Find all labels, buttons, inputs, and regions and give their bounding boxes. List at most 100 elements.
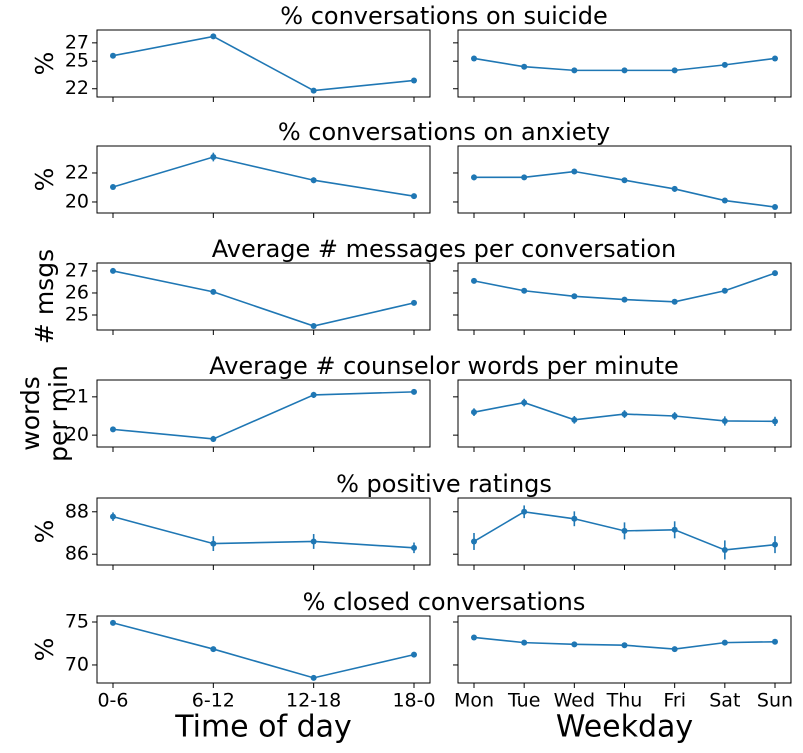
- plot-frame: [96, 379, 431, 448]
- data-point: [721, 546, 728, 553]
- y-tick-label: 22: [65, 161, 89, 183]
- data-point: [721, 197, 728, 204]
- data-point: [521, 287, 528, 294]
- data-point: [621, 67, 628, 74]
- data-point: [571, 515, 578, 522]
- y-tick-label: 26: [65, 281, 89, 303]
- data-point: [310, 391, 317, 398]
- y-axis-label: %: [30, 168, 59, 192]
- data-point: [310, 538, 317, 545]
- data-line: [112, 515, 415, 549]
- y-axis-label: %: [30, 638, 59, 662]
- data-point: [721, 287, 728, 294]
- data-point: [772, 204, 778, 211]
- x-axis-label: Time of day: [174, 710, 352, 745]
- plot-frame: [457, 262, 792, 331]
- y-axis-label: %: [30, 52, 59, 76]
- data-point: [411, 544, 417, 551]
- x-tick-label: 12-18: [286, 690, 341, 712]
- data-point: [571, 293, 578, 300]
- x-tick-label: Wed: [554, 690, 595, 712]
- panel-title: % closed conversations: [303, 588, 586, 616]
- plot-frame: [457, 615, 792, 684]
- data-point: [471, 409, 477, 416]
- data-point: [621, 411, 628, 418]
- data-point: [571, 67, 578, 74]
- x-tick-label: 18-0: [392, 690, 435, 712]
- y-tick-label: 86: [65, 543, 89, 565]
- data-point: [210, 288, 217, 295]
- data-point: [671, 412, 678, 419]
- y-tick-label: 20: [65, 424, 89, 446]
- y-tick-label: 27: [65, 31, 89, 53]
- data-point: [110, 426, 116, 433]
- plot-frame: [96, 497, 431, 566]
- data-point: [772, 55, 778, 62]
- plot-frame: [96, 145, 431, 214]
- data-point: [571, 416, 578, 423]
- data-point: [671, 526, 678, 533]
- y-tick-label: 27: [65, 259, 89, 281]
- data-point: [721, 61, 728, 68]
- y-tick-label: 20: [65, 190, 89, 212]
- data-line: [112, 156, 415, 197]
- data-point: [671, 185, 678, 192]
- data-point: [621, 527, 628, 534]
- data-point: [411, 77, 417, 84]
- data-line: [112, 270, 415, 327]
- plot-frame: [96, 262, 431, 331]
- y-axis-label: words: [16, 376, 45, 450]
- data-point: [310, 177, 317, 184]
- data-point: [471, 538, 477, 545]
- y-tick-label: 22: [65, 77, 89, 99]
- data-point: [621, 642, 628, 649]
- data-point: [471, 55, 477, 62]
- x-axis-label: Weekday: [556, 710, 693, 745]
- x-tick-label: Sat: [709, 690, 740, 712]
- x-tick-label: 6-12: [192, 690, 235, 712]
- data-point: [772, 638, 778, 645]
- data-line: [112, 35, 415, 92]
- x-tick-label: 0-6: [97, 690, 128, 712]
- panel-title: % conversations on anxiety: [278, 118, 610, 146]
- y-tick-label: 25: [65, 304, 89, 326]
- data-point: [210, 33, 217, 40]
- data-point: [521, 399, 528, 406]
- data-point: [721, 417, 728, 424]
- y-axis-label: %: [30, 520, 59, 544]
- panel-title: % conversations on suicide: [280, 2, 607, 30]
- data-point: [210, 154, 217, 161]
- y-tick-label: 21: [65, 385, 89, 407]
- data-point: [110, 619, 116, 626]
- data-point: [110, 52, 116, 59]
- data-line: [474, 170, 776, 208]
- y-tick-label: 75: [65, 611, 89, 633]
- plot-frame: [96, 29, 431, 98]
- data-point: [310, 674, 317, 681]
- panel-title: Average # counselor words per minute: [209, 352, 679, 380]
- data-point: [671, 67, 678, 74]
- data-point: [772, 541, 778, 548]
- plot-frame: [96, 615, 431, 684]
- data-point: [521, 174, 528, 181]
- data-point: [571, 168, 578, 175]
- data-point: [411, 388, 417, 395]
- data-point: [110, 513, 116, 520]
- data-line: [112, 391, 415, 440]
- data-point: [671, 646, 678, 653]
- data-line: [112, 622, 415, 679]
- data-point: [210, 540, 217, 547]
- data-point: [621, 177, 628, 184]
- data-point: [671, 298, 678, 305]
- data-point: [772, 270, 778, 277]
- data-point: [411, 651, 417, 658]
- panel-title: Average # messages per conversation: [212, 235, 677, 263]
- data-point: [310, 87, 317, 94]
- y-tick-label: 88: [65, 500, 89, 522]
- data-point: [721, 639, 728, 646]
- data-point: [110, 184, 116, 191]
- data-point: [471, 277, 477, 284]
- data-point: [411, 193, 417, 200]
- y-tick-label: 25: [65, 50, 89, 72]
- x-tick-label: Thu: [606, 690, 643, 712]
